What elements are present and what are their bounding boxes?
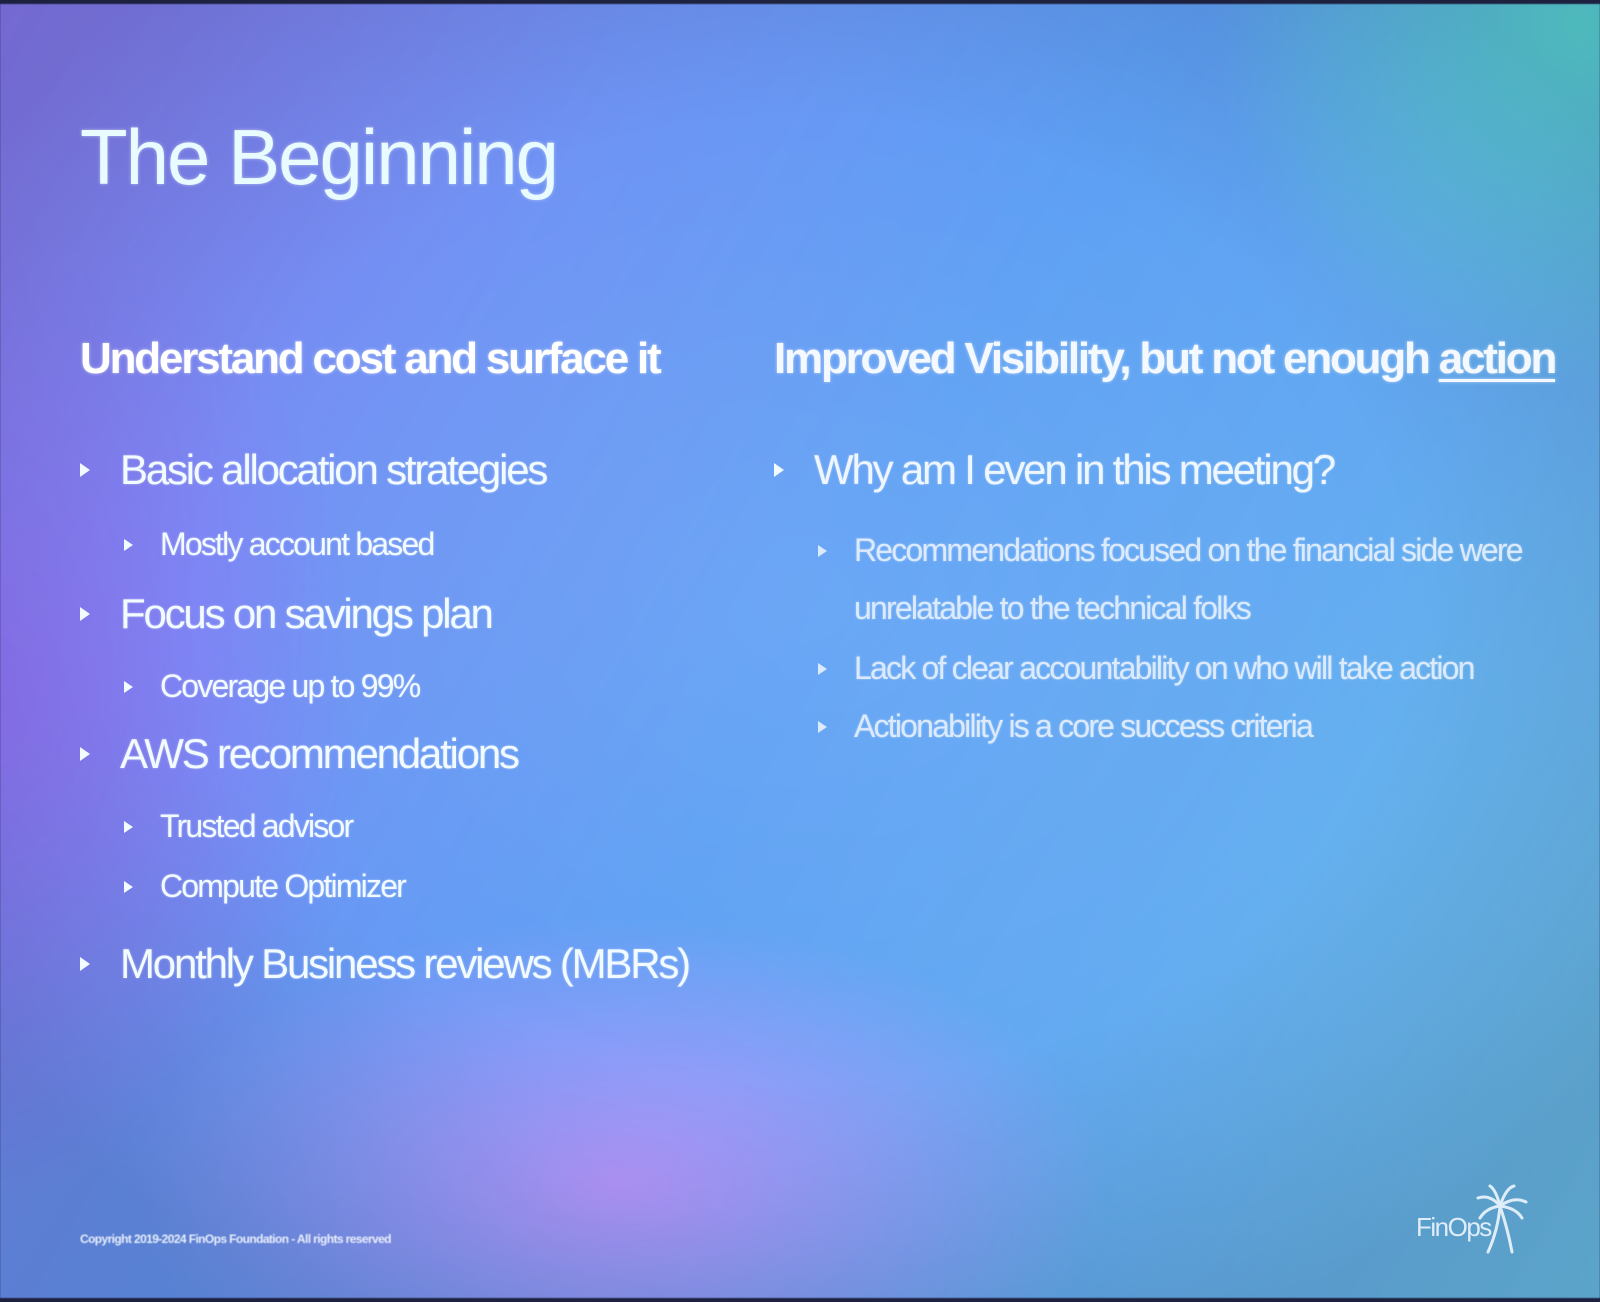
list-item: Trusted advisor xyxy=(124,808,354,845)
list-item-text: Why am I even in this meeting? xyxy=(814,446,1336,493)
list-item-text: Mostly account based xyxy=(160,526,435,562)
list-item: Monthly Business reviews (MBRs) xyxy=(80,940,691,988)
slide-title: The Beginning xyxy=(80,113,559,201)
list-item: Why am I even in this meeting? xyxy=(774,446,1336,494)
bullet-arrow-icon xyxy=(124,881,133,893)
bullet-arrow-icon xyxy=(80,747,90,761)
list-item: Lack of clear accountability on who will… xyxy=(818,650,1475,687)
list-item: Actionability is a core success criteria xyxy=(818,708,1314,745)
list-item-text: Lack of clear accountability on who will… xyxy=(854,650,1475,686)
list-item-text: Focus on savings plan xyxy=(120,590,494,637)
list-item-text: Trusted advisor xyxy=(160,808,354,844)
list-item-text: Actionability is a core success criteria xyxy=(854,708,1314,744)
bullet-arrow-icon xyxy=(818,721,827,733)
right-column-heading-text: Improved Visibility, but not enough xyxy=(774,334,1439,383)
right-column-heading-emphasis: action xyxy=(1438,334,1558,383)
bullet-arrow-icon xyxy=(80,607,90,621)
list-item-text: Basic allocation strategies xyxy=(120,446,548,493)
palm-tree-icon xyxy=(1476,1184,1528,1254)
list-item-continuation: unrelatable to the technical folks xyxy=(854,590,1252,627)
list-item: Coverage up to 99% xyxy=(124,668,421,705)
list-item-text: Recommendations focused on the financial… xyxy=(854,532,1524,568)
list-item: Focus on savings plan xyxy=(80,590,494,638)
bullet-arrow-icon xyxy=(124,539,133,551)
list-item-text: AWS recommendations xyxy=(120,730,520,777)
bullet-arrow-icon xyxy=(80,957,90,971)
bullet-arrow-icon xyxy=(124,681,133,693)
list-item-text: Coverage up to 99% xyxy=(160,668,421,704)
list-item: Recommendations focused on the financial… xyxy=(818,532,1524,569)
list-item-text: Compute Optimizer xyxy=(160,868,407,904)
presentation-slide xyxy=(0,4,1600,1298)
left-column-heading: Understand cost and surface it xyxy=(80,334,662,383)
bullet-arrow-icon xyxy=(124,821,133,833)
list-item: AWS recommendations xyxy=(80,730,520,778)
bullet-arrow-icon xyxy=(774,463,784,477)
list-item-text: unrelatable to the technical folks xyxy=(854,590,1252,626)
list-item: Compute Optimizer xyxy=(124,868,407,905)
bullet-arrow-icon xyxy=(818,663,827,675)
list-item: Basic allocation strategies xyxy=(80,446,548,494)
right-column-heading: Improved Visibility, but not enough acti… xyxy=(774,334,1558,384)
bullet-arrow-icon xyxy=(818,545,827,557)
list-item-text: Monthly Business reviews (MBRs) xyxy=(120,940,691,987)
bullet-arrow-icon xyxy=(80,463,90,477)
list-item: Mostly account based xyxy=(124,526,435,563)
copyright-notice: Copyright 2019-2024 FinOps Foundation - … xyxy=(80,1232,391,1246)
finops-logo: FinOps xyxy=(1412,1184,1532,1264)
